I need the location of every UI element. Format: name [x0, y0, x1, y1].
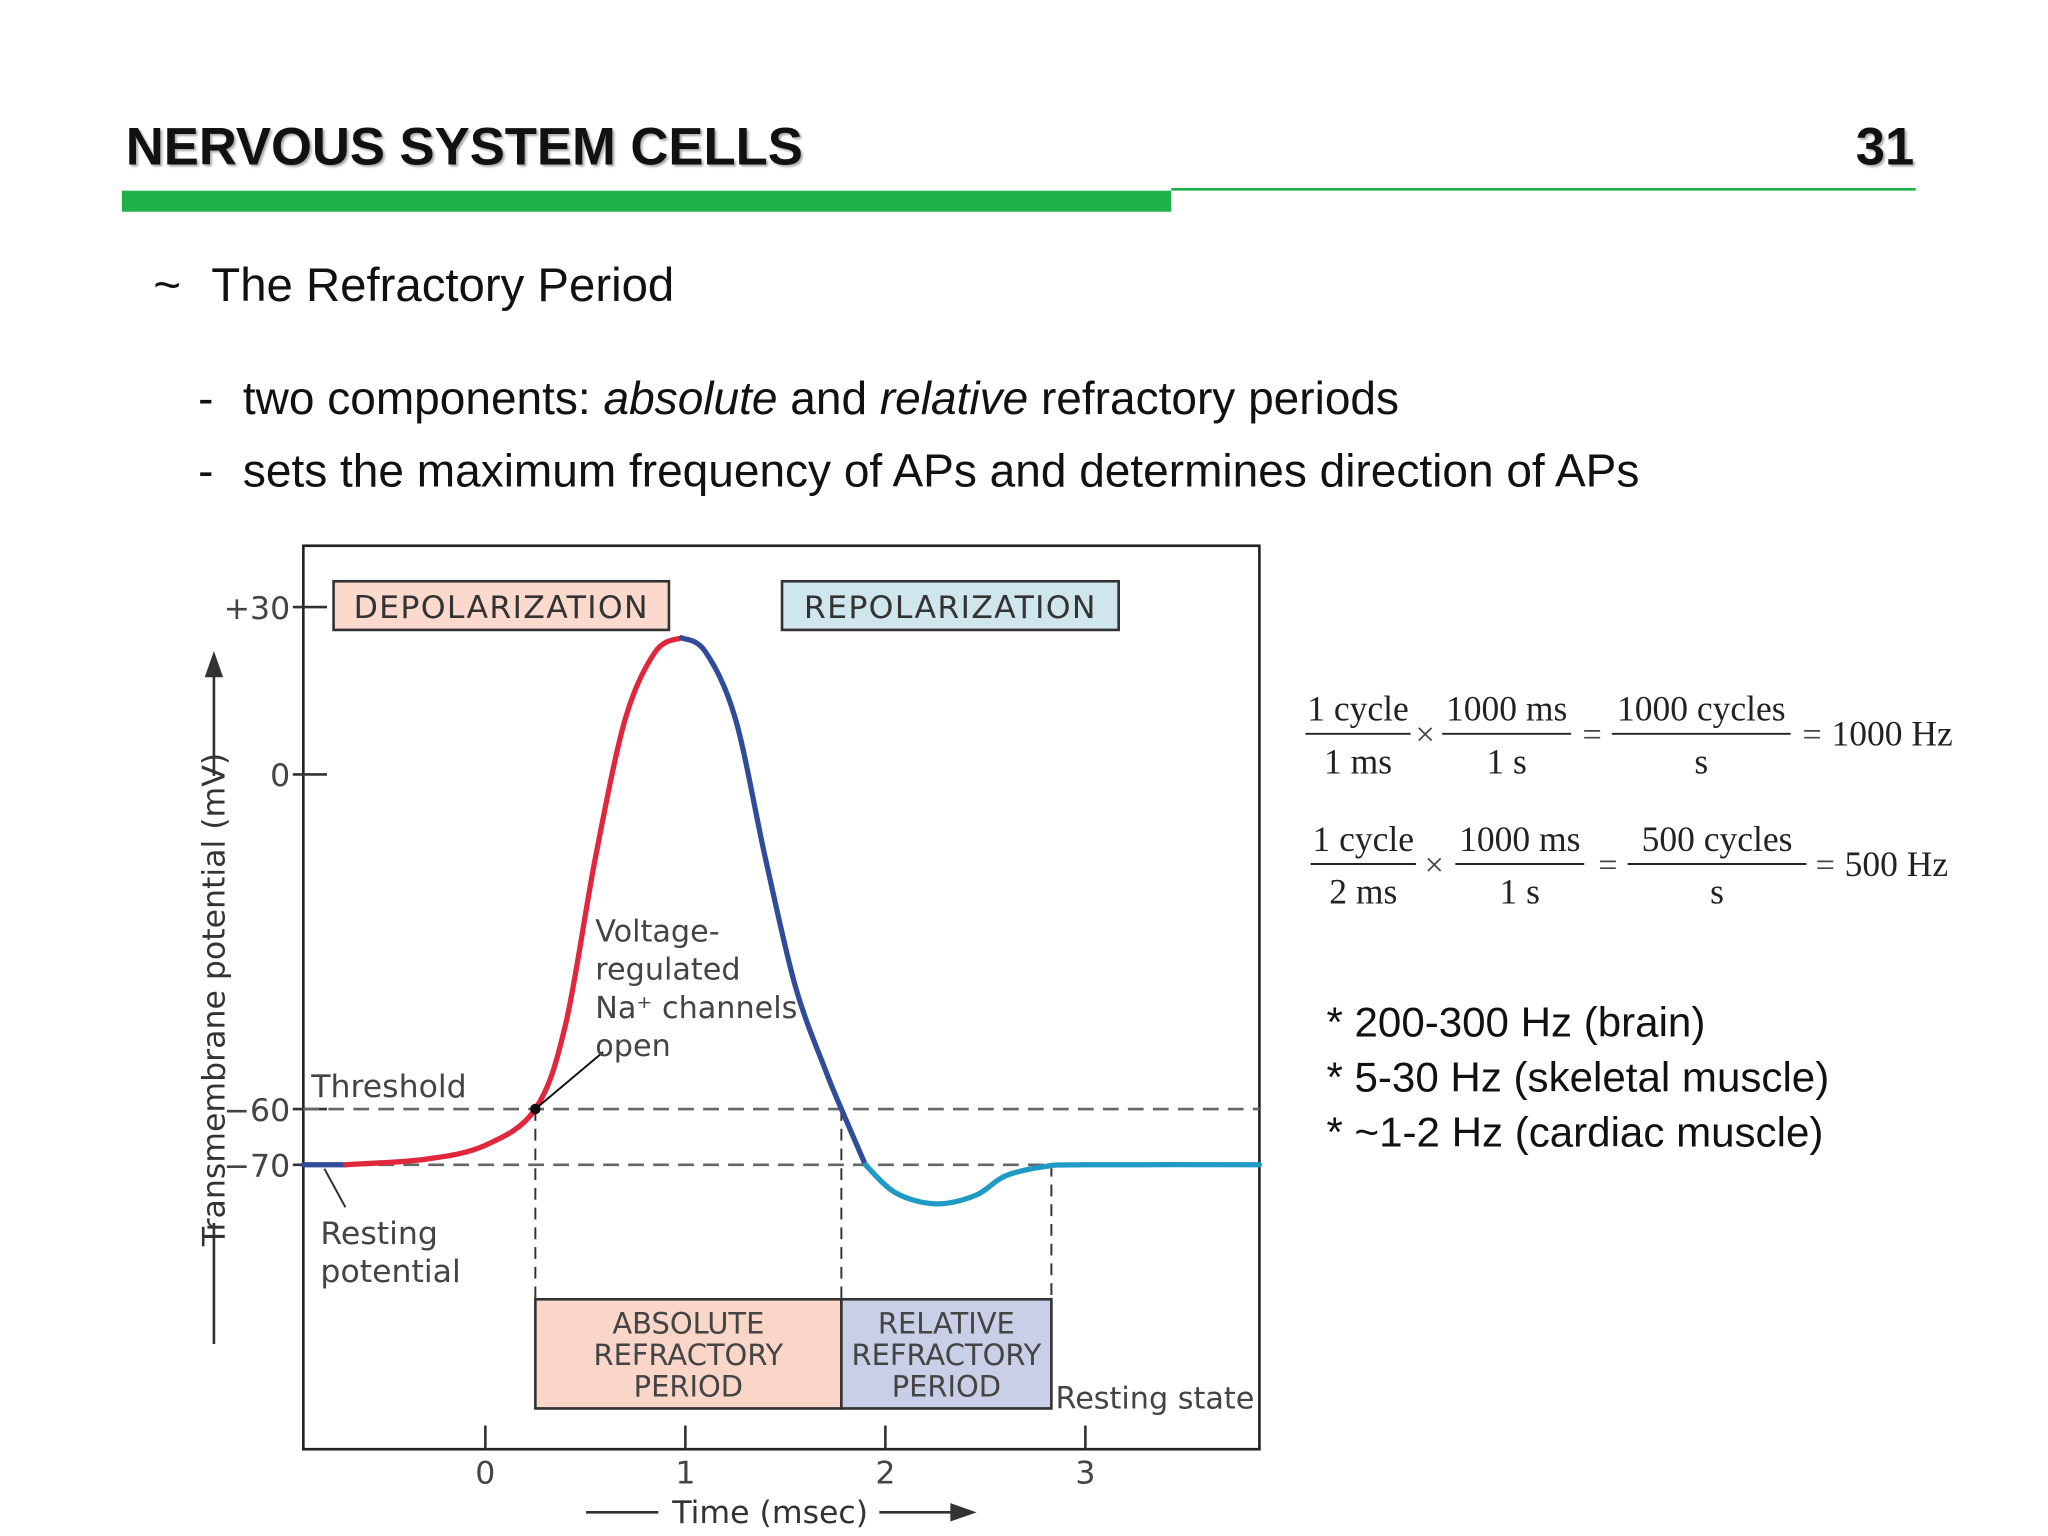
denominator: 1 ms	[1324, 741, 1392, 781]
y-axis-label: Transmembrane potential (mV)	[196, 753, 232, 1247]
resting-state-label: Resting state	[1056, 1381, 1255, 1416]
numerator: 1000 cycles	[1617, 689, 1786, 729]
formula-result: 500 Hz	[1845, 844, 1949, 884]
period-label: RELATIVE	[878, 1306, 1015, 1340]
bullet-segment: relative	[880, 372, 1028, 424]
topic-marker: ~	[153, 259, 181, 312]
denominator: s	[1710, 871, 1724, 911]
period-box	[840, 1297, 1053, 1410]
x-tick-label: 3	[1075, 1455, 1095, 1491]
membrane-potential-curve	[342, 635, 684, 1168]
na-note: regulated	[595, 953, 740, 988]
numerator: 1000 ms	[1459, 819, 1580, 859]
bullet-segment: and	[777, 372, 879, 424]
period-label: REFRACTORY	[593, 1338, 783, 1372]
topic: The Refractory Period	[211, 259, 674, 312]
title-bar	[121, 190, 1172, 212]
operator: =	[1598, 847, 1617, 884]
note: * 5-30 Hz (skeletal muscle)	[1326, 1054, 1829, 1101]
operator: =	[1803, 717, 1822, 754]
numerator: 500 cycles	[1642, 819, 1793, 859]
na-pointer	[534, 1051, 604, 1110]
phase-label: DEPOLARIZATION	[354, 590, 649, 626]
x-tick-label: 1	[675, 1455, 695, 1491]
operator: ×	[1415, 717, 1434, 754]
y-tick-label: +30	[224, 591, 291, 627]
period-label: REFRACTORY	[852, 1338, 1042, 1372]
period-label: PERIOD	[892, 1370, 1001, 1404]
operator: =	[1816, 847, 1835, 884]
slide-title: NERVOUS SYSTEM CELLS	[126, 117, 803, 176]
bullet-text: two components: absolute and relative re…	[243, 372, 1399, 424]
resting-label: Resting	[320, 1216, 438, 1252]
denominator: 1 s	[1486, 741, 1526, 781]
resting-pointer	[323, 1168, 347, 1208]
period-label: ABSOLUTE	[612, 1306, 764, 1340]
bullet-marker: -	[198, 372, 213, 424]
x-tick-label: 2	[875, 1455, 895, 1491]
y-tick-label: 0	[270, 758, 290, 794]
denominator: s	[1694, 741, 1708, 781]
phase-label: REPOLARIZATION	[804, 590, 1097, 626]
period-box	[534, 1297, 843, 1410]
numerator: 1000 ms	[1446, 689, 1567, 729]
phase-box	[780, 579, 1120, 632]
bullet-text: sets the maximum frequency of APs and de…	[243, 445, 1640, 497]
membrane-potential-curve	[862, 1162, 1263, 1207]
page-number: 31	[1856, 117, 1915, 176]
y-tick-label: −70	[224, 1149, 291, 1185]
na-note: open	[595, 1029, 670, 1064]
membrane-potential-curve	[678, 635, 869, 1168]
bullet-marker: -	[198, 445, 213, 497]
x-axis-arrowhead	[950, 1503, 977, 1522]
formula-result: 1000 Hz	[1831, 714, 1952, 754]
y-tick-label: −60	[224, 1093, 291, 1129]
denominator: 2 ms	[1329, 871, 1397, 911]
y-axis-arrowhead	[204, 650, 224, 678]
resting-label: potential	[320, 1254, 460, 1290]
bullet-segment: two components:	[243, 372, 604, 424]
formula: 1 cycle 2 ms 1000 ms 1 s 500 cycles s × = = 500 H…	[1310, 819, 1949, 911]
period-label: PERIOD	[634, 1370, 743, 1404]
na-note: Voltage-	[595, 915, 719, 950]
bullet-segment: absolute	[604, 372, 778, 424]
figure: +30 0 −60 −70 0 1 2 3 Transmembrane potential (m…	[196, 579, 1263, 1531]
numerator: 1 cycle	[1313, 819, 1415, 859]
operator: ×	[1425, 847, 1444, 884]
note: * ~1-2 Hz (cardiac muscle)	[1326, 1109, 1823, 1156]
x-axis-label: Time (msec)	[671, 1495, 868, 1531]
x-tick-label: 0	[475, 1455, 495, 1491]
na-note: Na⁺ channels	[595, 991, 797, 1026]
note: * 200-300 Hz (brain)	[1326, 998, 1705, 1045]
phase-box	[332, 579, 671, 632]
threshold-label: Threshold	[310, 1069, 466, 1105]
bullet-segment: refractory periods	[1028, 372, 1399, 424]
denominator: 1 s	[1500, 871, 1540, 911]
bullet-segment: sets the maximum frequency of APs and de…	[243, 445, 1640, 497]
operator: =	[1582, 717, 1601, 754]
numerator: 1 cycle	[1307, 689, 1409, 729]
